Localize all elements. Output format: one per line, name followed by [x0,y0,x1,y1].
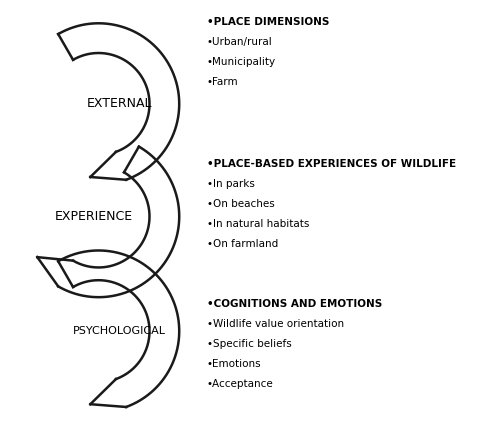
Text: •Farm: •Farm [207,77,238,87]
Text: •In natural habitats: •In natural habitats [207,219,309,229]
Text: •Emotions: •Emotions [207,359,262,369]
Text: EXPERIENCE: EXPERIENCE [55,210,134,223]
Text: •On beaches: •On beaches [207,199,274,209]
Text: EXTERNAL: EXTERNAL [87,97,152,110]
Text: •On farmland: •On farmland [207,239,278,249]
Text: •Acceptance: •Acceptance [207,379,274,389]
Text: PSYCHOLOGICAL: PSYCHOLOGICAL [74,326,166,336]
Text: •Specific beliefs: •Specific beliefs [207,339,292,349]
Text: •In parks: •In parks [207,179,254,189]
Text: •PLACE-BASED EXPERIENCES OF WILDLIFE: •PLACE-BASED EXPERIENCES OF WILDLIFE [207,159,456,169]
Text: •Wildlife value orientation: •Wildlife value orientation [207,319,344,329]
Text: •Municipality: •Municipality [207,57,276,67]
Text: •COGNITIONS AND EMOTIONS: •COGNITIONS AND EMOTIONS [207,299,382,309]
Text: •Urban/rural: •Urban/rural [207,37,272,47]
Text: •PLACE DIMENSIONS: •PLACE DIMENSIONS [207,17,329,27]
